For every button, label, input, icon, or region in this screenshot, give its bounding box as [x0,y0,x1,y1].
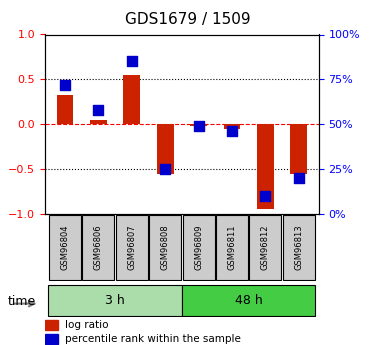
Text: time: time [8,295,36,308]
Point [62,82,68,88]
Point [162,166,168,172]
Text: GSM96807: GSM96807 [127,225,136,270]
FancyBboxPatch shape [283,215,315,280]
Text: GSM96811: GSM96811 [228,225,237,270]
Point [229,129,235,134]
FancyBboxPatch shape [182,285,315,316]
Bar [157,124,174,174]
Bar [45,320,58,330]
Bar [57,95,74,124]
Text: GSM96812: GSM96812 [261,225,270,270]
Point [262,193,268,199]
Bar [290,124,307,174]
Point [296,175,302,181]
Point [196,123,202,129]
Bar [190,124,207,126]
FancyBboxPatch shape [116,215,148,280]
FancyBboxPatch shape [82,215,114,280]
Text: GSM96806: GSM96806 [94,225,103,270]
Text: GDS1679 / 1509: GDS1679 / 1509 [124,12,250,27]
Point [95,107,101,112]
Text: GSM96804: GSM96804 [60,225,69,270]
Text: GSM96808: GSM96808 [160,225,170,270]
FancyBboxPatch shape [49,215,81,280]
FancyBboxPatch shape [216,215,248,280]
Point [129,59,135,64]
Text: GSM96813: GSM96813 [294,225,303,270]
FancyBboxPatch shape [149,215,181,280]
FancyBboxPatch shape [48,285,182,316]
Text: percentile rank within the sample: percentile rank within the sample [65,334,241,344]
Bar [45,334,58,344]
Bar [123,75,140,124]
Bar [90,120,107,124]
Text: log ratio: log ratio [65,320,108,330]
Text: 3 h: 3 h [105,294,125,307]
Bar [257,124,274,209]
Bar [224,124,240,129]
Text: GSM96809: GSM96809 [194,225,203,270]
Text: 48 h: 48 h [235,294,262,307]
FancyBboxPatch shape [249,215,281,280]
FancyBboxPatch shape [183,215,214,280]
